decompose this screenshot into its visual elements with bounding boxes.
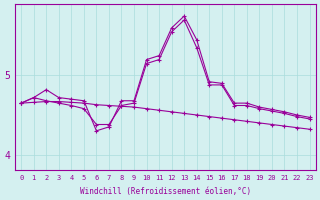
X-axis label: Windchill (Refroidissement éolien,°C): Windchill (Refroidissement éolien,°C): [80, 187, 251, 196]
